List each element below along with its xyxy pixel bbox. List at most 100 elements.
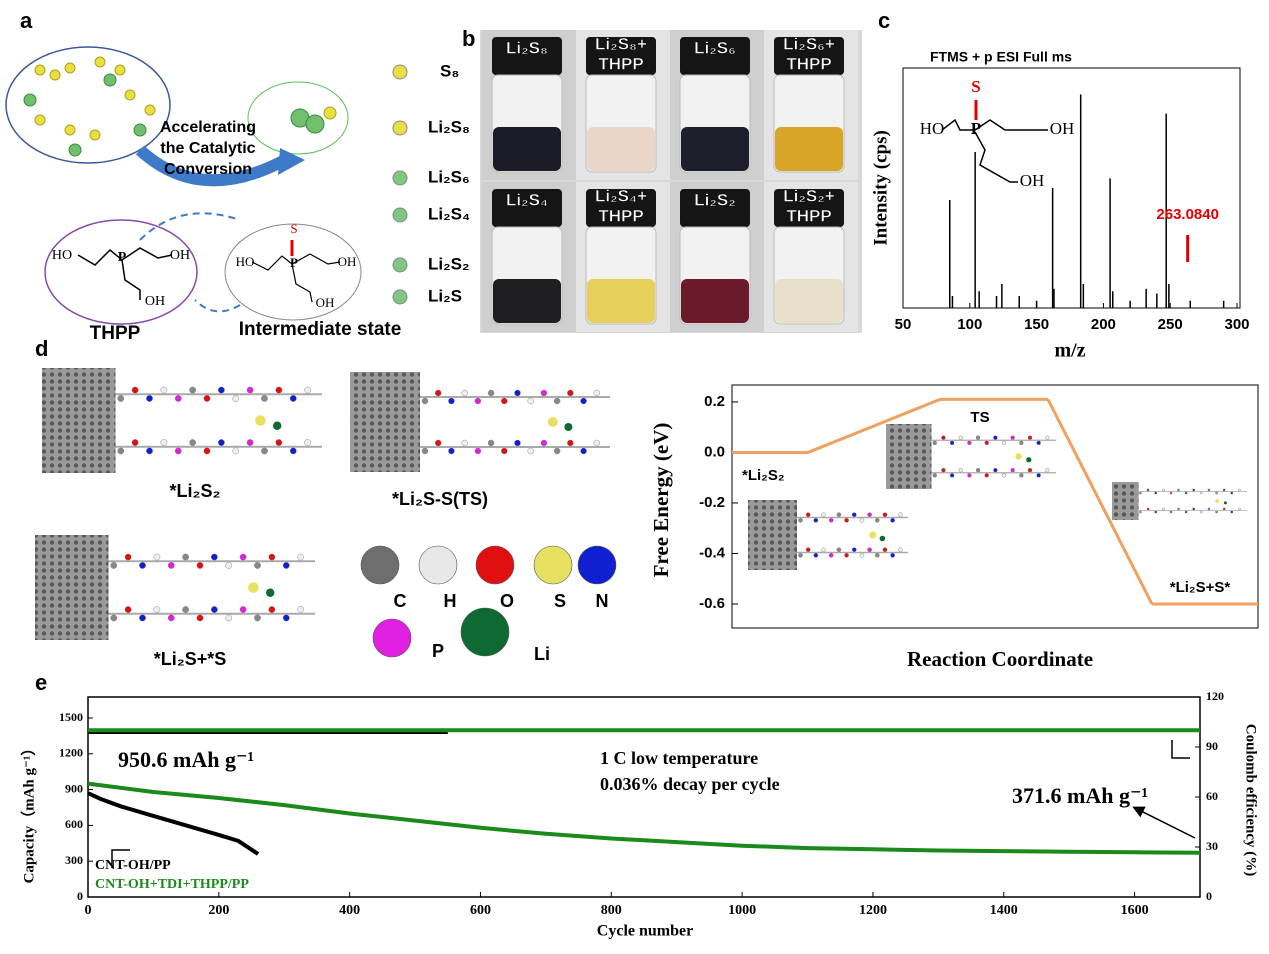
vial-cap xyxy=(680,189,750,227)
structure-label: *Li₂S+*S xyxy=(154,649,227,669)
vial-label: Li₂S₆ xyxy=(694,38,736,57)
vial-label: Li₂S₂+ xyxy=(783,186,835,205)
bond xyxy=(974,131,1018,183)
x-tick-label: 200 xyxy=(208,903,229,918)
atom xyxy=(890,518,895,523)
axis-indicator xyxy=(111,849,130,868)
atom-legend-label: O xyxy=(500,591,514,611)
atom xyxy=(984,440,989,445)
atom xyxy=(1154,491,1158,495)
atom xyxy=(275,439,283,446)
x-tick-label: 1600 xyxy=(1121,903,1149,918)
species-icon xyxy=(392,257,408,273)
atom xyxy=(218,386,225,394)
atom xyxy=(958,467,963,473)
atom xyxy=(435,439,442,447)
nanotube xyxy=(35,535,109,640)
atom xyxy=(844,553,849,558)
x-tick-label: 0 xyxy=(85,903,92,918)
annotation-arrow xyxy=(1132,806,1196,839)
atom xyxy=(160,439,168,446)
atom xyxy=(1019,473,1024,478)
atom xyxy=(474,447,482,455)
axis-indicator xyxy=(1171,740,1190,759)
y2-tick-label: 90 xyxy=(1206,739,1218,753)
atom xyxy=(1184,491,1188,495)
legend-entry: CNT-OH+TDI+THPP/PP xyxy=(95,877,249,892)
panel-label: b xyxy=(462,26,475,51)
atom xyxy=(160,386,168,394)
atom xyxy=(1215,499,1220,503)
species-icon xyxy=(392,170,408,186)
series-line xyxy=(87,791,260,856)
atom xyxy=(167,562,175,569)
species-icon xyxy=(392,64,408,80)
atom xyxy=(941,435,946,440)
atom xyxy=(131,386,139,394)
atom xyxy=(1036,440,1041,445)
x-tick-label: 1200 xyxy=(859,903,887,918)
arrow-text: Conversion xyxy=(164,161,252,178)
atom xyxy=(1161,507,1165,511)
vial-liquid xyxy=(493,127,561,171)
atom xyxy=(261,395,268,402)
atom xyxy=(255,415,266,426)
atom-label: HO xyxy=(920,119,945,138)
atom xyxy=(146,447,153,455)
dashed-arrow xyxy=(194,299,241,313)
y-tick-label: 1500 xyxy=(59,710,83,724)
atom xyxy=(1027,467,1033,473)
thpp-name: THPP xyxy=(90,323,141,344)
atom xyxy=(110,614,118,622)
x-tick-label: 300 xyxy=(1224,316,1249,333)
vial-label: Li₂S₆+ xyxy=(783,34,835,53)
atom xyxy=(993,435,998,440)
vial-liquid xyxy=(493,279,561,323)
y-tick-label: -0.6 xyxy=(699,595,725,612)
intermediate-name: Intermediate state xyxy=(239,319,402,340)
atom xyxy=(1192,488,1196,492)
x-tick-label: 100 xyxy=(957,316,982,333)
series-line xyxy=(87,781,1201,855)
atom xyxy=(874,553,880,558)
atom-label: HO xyxy=(236,254,255,269)
atom xyxy=(211,553,218,561)
atom xyxy=(836,512,842,518)
nanotube xyxy=(1112,482,1139,520)
atom xyxy=(153,606,161,613)
plot-frame xyxy=(902,67,1241,309)
y-axis-label: Capacity（mAh g⁻¹） xyxy=(19,741,37,884)
atom-label: P xyxy=(971,119,981,138)
atom xyxy=(167,614,175,622)
atom xyxy=(1036,473,1041,478)
atom xyxy=(821,547,826,553)
atom xyxy=(225,562,233,569)
bond xyxy=(121,259,141,300)
atom-legend-label: Li xyxy=(534,644,550,664)
atom xyxy=(1169,510,1173,514)
atom xyxy=(448,447,455,455)
atom xyxy=(1238,507,1241,511)
atom xyxy=(564,423,573,431)
atom xyxy=(851,512,857,518)
atom-label: OH xyxy=(170,248,190,263)
vial-label: Li₂S₂ xyxy=(694,190,736,209)
species-label: Li₂S₆ xyxy=(428,167,470,186)
vial-label: THPP xyxy=(786,206,831,225)
atom xyxy=(289,395,297,402)
atom-legend-label: N xyxy=(596,591,609,611)
arrow-head xyxy=(278,148,305,175)
atom xyxy=(882,547,888,553)
atom xyxy=(203,395,211,402)
y-tick-label: 0.2 xyxy=(704,393,725,410)
atom xyxy=(153,553,161,561)
y-tick-label: 0.0 xyxy=(704,443,725,460)
atom xyxy=(975,435,981,440)
x-tick-label: 1000 xyxy=(728,903,756,918)
y-axis-label: Intensity (cps) xyxy=(870,130,891,246)
vial-label: Li₂S₄+ xyxy=(595,186,647,205)
atom xyxy=(232,447,240,455)
atom xyxy=(487,439,495,447)
atom xyxy=(932,473,937,478)
atom xyxy=(593,439,600,447)
